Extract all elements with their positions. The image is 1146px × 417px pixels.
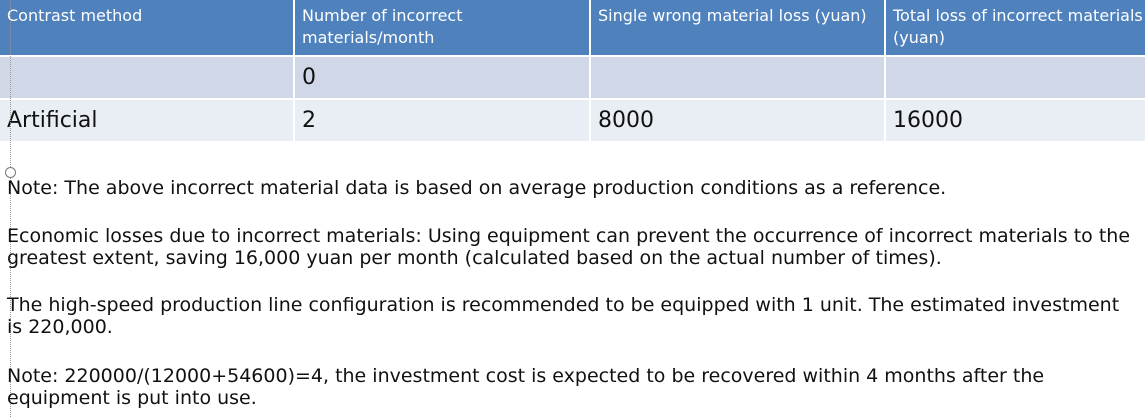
cell — [0, 56, 295, 100]
rotate-handle[interactable] — [5, 167, 16, 178]
cell — [885, 56, 1146, 100]
header-cell: Total loss of incorrect materials (yuan) — [885, 0, 1146, 57]
comparison-table: Contrast method Number of incorrect mate… — [0, 0, 1146, 143]
note: Note: The above incorrect material data … — [7, 177, 947, 199]
text-box-guide — [10, 0, 11, 417]
cell — [590, 56, 886, 100]
header-cell: Contrast method — [0, 0, 295, 57]
header-cell: Number of incorrect materials/month — [294, 0, 591, 57]
note: Economic losses due to incorrect materia… — [7, 225, 1131, 269]
header-row: Contrast method Number of incorrect mate… — [0, 0, 1146, 57]
table-row: 0 — [0, 56, 1146, 100]
cell: 8000 — [590, 99, 886, 143]
cell: 16000 — [885, 99, 1146, 143]
note: The high-speed production line configura… — [7, 294, 1120, 338]
cell: 0 — [294, 56, 591, 100]
note: Note: 220000/(12000+54600)=4, the invest… — [7, 365, 1045, 409]
header-cell: Single wrong material loss (yuan) — [590, 0, 886, 57]
table-row: Artificial 2 8000 16000 — [0, 99, 1146, 143]
cell: 2 — [294, 99, 591, 143]
cell: Artificial — [0, 99, 295, 143]
